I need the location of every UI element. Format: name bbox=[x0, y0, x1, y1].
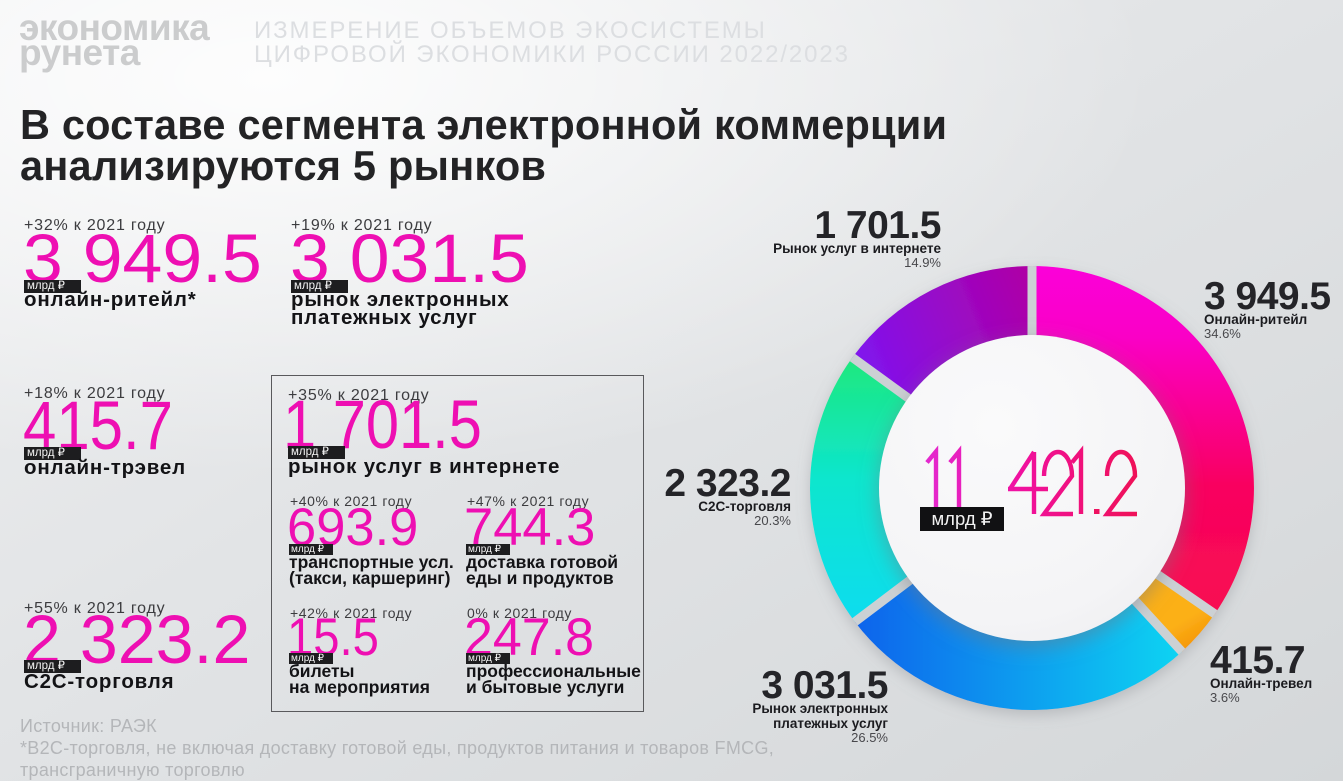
svg-text:млрд ₽: млрд ₽ bbox=[931, 508, 992, 529]
